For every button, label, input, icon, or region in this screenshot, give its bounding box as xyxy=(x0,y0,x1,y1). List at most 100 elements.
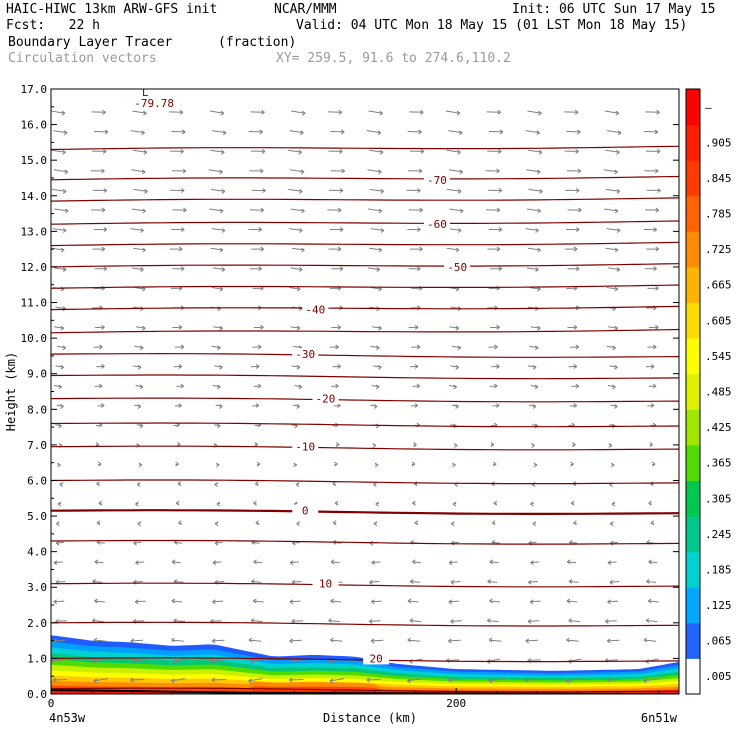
wind-vector-head xyxy=(577,129,581,135)
wind-vector xyxy=(489,639,502,642)
wind-vector xyxy=(54,267,67,271)
wind-vector xyxy=(291,110,306,114)
wind-vector xyxy=(132,365,142,368)
wind-vector-head xyxy=(135,560,139,566)
wind-vector-head xyxy=(339,227,344,233)
wind-vector xyxy=(210,247,223,251)
wind-vector xyxy=(530,561,540,564)
wind-vector xyxy=(646,620,658,623)
wind-vector-head xyxy=(219,286,224,292)
colorbar-label: .305 xyxy=(705,492,732,505)
temperature-contour xyxy=(51,479,679,485)
wind-vector xyxy=(607,130,622,134)
wind-vector-head xyxy=(56,521,60,527)
colorbar-swatch xyxy=(686,551,700,588)
wind-vector xyxy=(289,228,303,231)
wind-vector xyxy=(366,130,381,134)
colorbar-swatch xyxy=(686,160,700,197)
wind-vector xyxy=(449,208,464,212)
wind-vector-head xyxy=(416,383,421,389)
wind-vector xyxy=(253,561,263,564)
wind-vector-head xyxy=(255,403,260,408)
wind-vector-head xyxy=(103,188,108,193)
colorbar-swatch xyxy=(686,231,700,268)
x-axis-title: Distance (km) xyxy=(323,711,417,725)
wind-vector xyxy=(527,365,537,368)
wind-vector xyxy=(528,188,543,192)
wind-vector xyxy=(528,581,538,583)
wind-vector xyxy=(212,639,225,642)
wind-vector-head xyxy=(99,383,103,389)
wind-vector-head xyxy=(221,149,225,155)
wind-vector-head xyxy=(181,227,185,233)
wind-vector-head xyxy=(531,443,535,448)
wind-vector-head xyxy=(412,500,416,506)
wind-vector-head xyxy=(298,149,302,155)
wind-vector xyxy=(606,679,621,681)
wind-vector-head xyxy=(572,442,576,448)
wind-vector xyxy=(92,580,103,583)
wind-vector-head xyxy=(300,169,305,175)
y-tick-label: 7.0 xyxy=(27,439,47,452)
wind-vector xyxy=(447,188,462,192)
wind-vector xyxy=(132,620,145,622)
wind-vector-head xyxy=(378,325,382,331)
wind-vector-head xyxy=(412,559,416,565)
wind-vector xyxy=(604,208,619,212)
wind-vector-head xyxy=(573,403,577,408)
wind-vector xyxy=(605,188,620,192)
wind-vector-head xyxy=(525,677,529,683)
wind-vector-head xyxy=(416,344,421,350)
wind-vector-head xyxy=(570,461,574,467)
wind-vector-head xyxy=(653,227,657,233)
wind-vector xyxy=(52,228,67,231)
colorbar-label: .185 xyxy=(705,563,732,576)
wind-vector-head xyxy=(372,443,377,448)
wind-vector-head xyxy=(209,658,214,663)
wind-vector-head xyxy=(130,677,134,683)
wind-vector xyxy=(373,365,382,368)
wind-vector xyxy=(446,659,460,661)
wind-vector-head xyxy=(573,520,577,526)
wind-vector-head xyxy=(178,363,183,369)
wind-vector xyxy=(369,188,384,192)
wind-vector-head xyxy=(142,247,146,253)
wind-vector-head xyxy=(488,678,493,684)
wind-vector xyxy=(291,247,305,251)
wind-vector-head xyxy=(332,520,337,526)
wind-vector xyxy=(211,228,226,231)
wind-vector xyxy=(489,600,500,603)
wind-vector-head xyxy=(374,462,379,468)
wind-vector-head xyxy=(217,384,221,390)
wind-vector xyxy=(91,658,106,662)
colorbar-swatch xyxy=(686,266,700,303)
wind-vector-head xyxy=(607,638,611,644)
wind-vector-head xyxy=(300,130,304,136)
wind-vector xyxy=(293,345,303,349)
colorbar-swatch xyxy=(686,89,700,126)
wind-vector-head xyxy=(296,286,301,292)
wind-vector xyxy=(368,110,383,114)
wind-vector-head xyxy=(609,579,614,585)
wind-vector xyxy=(526,267,539,271)
wind-vector-head xyxy=(212,560,217,566)
colorbar-label: .245 xyxy=(705,528,732,541)
temperature-contour xyxy=(51,145,679,151)
colorbar-swatch xyxy=(686,124,700,161)
wind-vector xyxy=(51,110,65,114)
wind-vector-head xyxy=(216,501,221,507)
wind-vector-head xyxy=(299,188,303,194)
wind-vector-head xyxy=(654,129,659,135)
wind-vector-head xyxy=(497,148,502,154)
wind-vector-head xyxy=(614,286,619,292)
wind-vector xyxy=(252,405,260,407)
wind-vector-head xyxy=(261,109,265,115)
wind-vector-head xyxy=(369,579,373,585)
wind-vector-head xyxy=(253,500,257,506)
wind-vector-head xyxy=(178,324,183,330)
wind-vector-head xyxy=(655,285,659,291)
wind-vector xyxy=(407,600,419,603)
wind-vector xyxy=(92,620,104,623)
wind-vector-head xyxy=(57,462,61,468)
wind-vector xyxy=(605,620,617,622)
